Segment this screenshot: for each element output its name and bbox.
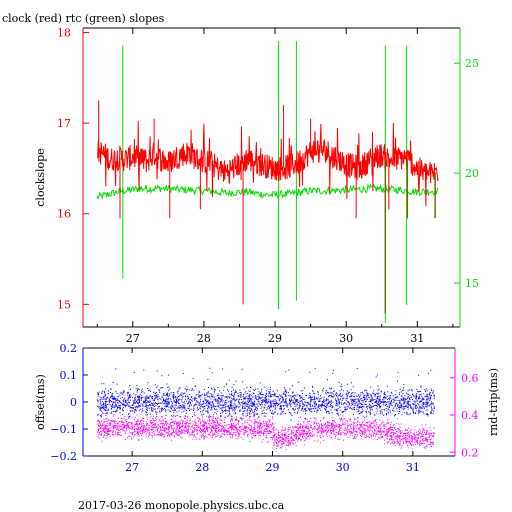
- y-tick-label: 16: [57, 208, 71, 221]
- y2-tick-label: 20: [465, 167, 479, 180]
- clock-series-line: [96, 120, 439, 207]
- x-tick-label: 29: [266, 461, 280, 474]
- x-tick-label: 30: [339, 332, 353, 345]
- offset-points: [97, 367, 435, 422]
- offset-plot: 27 28 29 30 31 −0.2 −0.1 0 0.1 0.2 0.2 0.4 0.6 offset…: [34, 342, 500, 474]
- y-tick-label: −0.1: [50, 423, 77, 436]
- y-tick-label: 0.1: [60, 369, 78, 382]
- y-tick-label: 0.2: [60, 342, 78, 355]
- x-tick-label: 31: [406, 461, 420, 474]
- y2-axis-label: rnd-trip(ms): [487, 368, 500, 436]
- x-tick-label: 30: [336, 461, 350, 474]
- y-tick-label: 15: [57, 298, 71, 311]
- chart-title: clock (red) rtc (green) slopes: [2, 12, 165, 25]
- y-tick-label: −0.2: [50, 450, 77, 463]
- y-tick-label: 0: [70, 396, 77, 409]
- y-tick-label: 17: [57, 117, 71, 130]
- x-tick-label: 28: [195, 461, 209, 474]
- rndtrip-points: [97, 400, 435, 452]
- x-tick-label: 27: [126, 332, 140, 345]
- x-tick-label: 27: [125, 461, 139, 474]
- y-axis-label: offset(ms): [34, 374, 47, 430]
- slopes-plot: 27 28 29 30 31 15 16 17 18 15 20 25 clockslope: [34, 27, 479, 345]
- y2-tick-label: 15: [465, 277, 479, 290]
- y2-tick-label: 25: [465, 57, 479, 70]
- footer-caption: 2017-03-26 monopole.physics.ubc.ca: [78, 499, 285, 512]
- y2-tick-label: 0.2: [461, 446, 479, 459]
- x-tick-label: 31: [410, 332, 424, 345]
- y-axis-label: clockslope: [34, 148, 47, 206]
- x-tick-label: 29: [268, 332, 282, 345]
- y-tick-label: 18: [57, 27, 71, 40]
- rtc-series-line: [96, 183, 439, 201]
- x-tick-label: 28: [197, 332, 211, 345]
- y2-tick-label: 0.4: [461, 409, 479, 422]
- y2-tick-label: 0.6: [461, 372, 479, 385]
